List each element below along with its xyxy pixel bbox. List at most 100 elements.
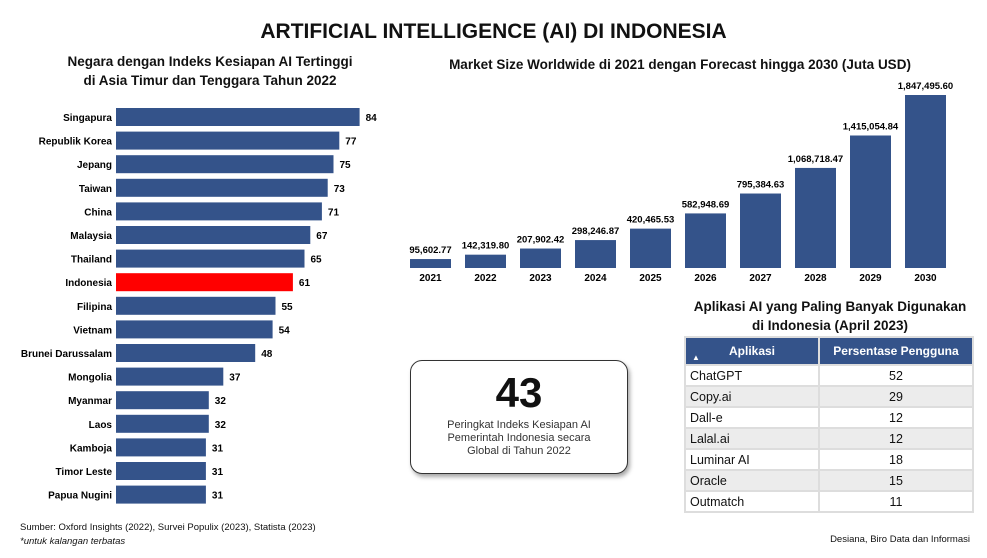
value-label: 73: [334, 184, 346, 195]
column-header-persentase[interactable]: Persentase Pengguna: [820, 338, 972, 364]
category-label: Indonesia: [65, 278, 112, 289]
year-label: 2026: [694, 273, 717, 284]
table-row: Dall-e 12: [686, 408, 972, 427]
value-label: 1,068,718.47: [788, 154, 843, 165]
category-label: Mongolia: [68, 373, 112, 384]
readiness-index-chart: Singapura 84 Republik Korea 77 Jepang 75 Taiwa…: [21, 108, 378, 504]
bar: [116, 108, 360, 126]
value-label: 795,384.63: [737, 180, 785, 191]
app-name-cell: ChatGPT: [686, 366, 818, 385]
bar: [465, 254, 506, 268]
value-label: 54: [279, 325, 291, 336]
bar: [116, 155, 334, 174]
category-label: Vietnam: [73, 325, 112, 336]
category-label: Filipina: [77, 302, 112, 313]
bar: [116, 202, 322, 221]
credit-text: Desiana, Biro Data dan Informasi: [830, 534, 970, 545]
bar: [630, 228, 671, 268]
category-label: Thailand: [71, 255, 112, 266]
column-header-aplikasi[interactable]: Aplikasi ▲: [686, 338, 818, 364]
bar: [575, 240, 616, 268]
app-name-cell: Dall-e: [686, 408, 818, 427]
percentage-cell: 29: [820, 387, 972, 406]
ai-apps-table: Aplikasi ▲ Persentase Pengguna ChatGPT 52 C…: [684, 336, 974, 513]
header-label: Aplikasi: [728, 344, 776, 358]
bar: [116, 320, 273, 339]
value-label: 1,847,495.60: [898, 81, 953, 92]
percentage-cell: 15: [820, 471, 972, 490]
year-label: 2029: [859, 273, 882, 284]
ranking-description: Peringkat Indeks Kesiapan AI Pemerintah …: [447, 419, 591, 457]
value-label: 142,319.80: [462, 241, 510, 252]
category-label: Myanmar: [68, 396, 112, 407]
bar: [116, 367, 224, 386]
category-label: Singapura: [63, 113, 112, 124]
bar: [116, 273, 293, 292]
year-label: 2028: [804, 273, 827, 284]
table-row: Lalal.ai 12: [686, 429, 972, 448]
left-chart-title-line: Negara dengan Indeks Kesiapan AI Terting…: [67, 54, 353, 69]
value-label: 77: [345, 137, 357, 148]
table-title-line: Aplikasi AI yang Paling Banyak Digunakan: [693, 299, 967, 314]
app-name-cell: Luminar AI: [686, 450, 818, 469]
percentage-cell: 11: [820, 492, 972, 511]
bar: [905, 95, 946, 268]
sort-ascending-icon[interactable]: ▲: [692, 353, 700, 362]
table-title-line: di Indonesia (April 2023): [751, 318, 909, 333]
category-label: Laos: [89, 420, 113, 431]
footnote: *untuk kalangan terbatas: [20, 536, 126, 547]
table-row: Luminar AI 18: [686, 450, 972, 469]
percentage-cell: 12: [820, 408, 972, 427]
value-label: 71: [328, 207, 340, 218]
bar: [116, 438, 206, 457]
year-label: 2022: [474, 273, 497, 284]
value-label: 95,602.77: [409, 245, 451, 256]
value-label: 84: [366, 113, 378, 124]
bar: [116, 178, 328, 197]
category-label: Republik Korea: [39, 137, 113, 148]
value-label: 55: [282, 302, 294, 313]
year-label: 2023: [529, 273, 552, 284]
year-label: 2024: [584, 273, 607, 284]
value-label: 31: [212, 467, 224, 478]
bar: [116, 462, 206, 480]
table-row: Oracle 15: [686, 471, 972, 490]
value-label: 420,465.53: [627, 215, 675, 226]
left-chart-title-line: di Asia Timur dan Tenggara Tahun 2022: [83, 73, 337, 88]
category-label: Timor Leste: [56, 467, 113, 478]
value-label: 582,948.69: [682, 199, 730, 210]
bar: [410, 259, 451, 268]
ranking-highlight-box: 43 Peringkat Indeks Kesiapan AI Pemerint…: [410, 360, 628, 474]
value-label: 32: [215, 420, 227, 431]
app-name-cell: Lalal.ai: [686, 429, 818, 448]
right-chart-title: Market Size Worldwide di 2021 dengan For…: [449, 57, 911, 72]
value-label: 61: [299, 278, 311, 289]
bar: [116, 296, 276, 315]
value-label: 65: [311, 255, 323, 266]
bar: [740, 193, 781, 268]
bar: [116, 485, 206, 504]
value-label: 48: [261, 349, 273, 360]
table-row: ChatGPT 52: [686, 366, 972, 385]
bar: [795, 167, 836, 268]
bar: [116, 391, 209, 410]
table-row: Copy.ai 29: [686, 387, 972, 406]
value-label: 31: [212, 443, 224, 454]
ranking-number: 43: [495, 369, 543, 416]
percentage-cell: 52: [820, 366, 972, 385]
value-label: 37: [229, 373, 241, 384]
percentage-cell: 12: [820, 429, 972, 448]
value-label: 207,902.42: [517, 235, 565, 246]
percentage-cell: 18: [820, 450, 972, 469]
value-label: 1,415,054.84: [843, 121, 899, 132]
category-label: China: [84, 207, 112, 218]
category-label: Malaysia: [70, 231, 112, 242]
bar: [685, 213, 726, 268]
bar: [116, 249, 305, 268]
category-label: Papua Nugini: [48, 491, 112, 502]
year-label: 2027: [749, 273, 772, 284]
year-label: 2025: [639, 273, 662, 284]
app-name-cell: Outmatch: [686, 492, 818, 511]
value-label: 298,246.87: [572, 226, 620, 237]
